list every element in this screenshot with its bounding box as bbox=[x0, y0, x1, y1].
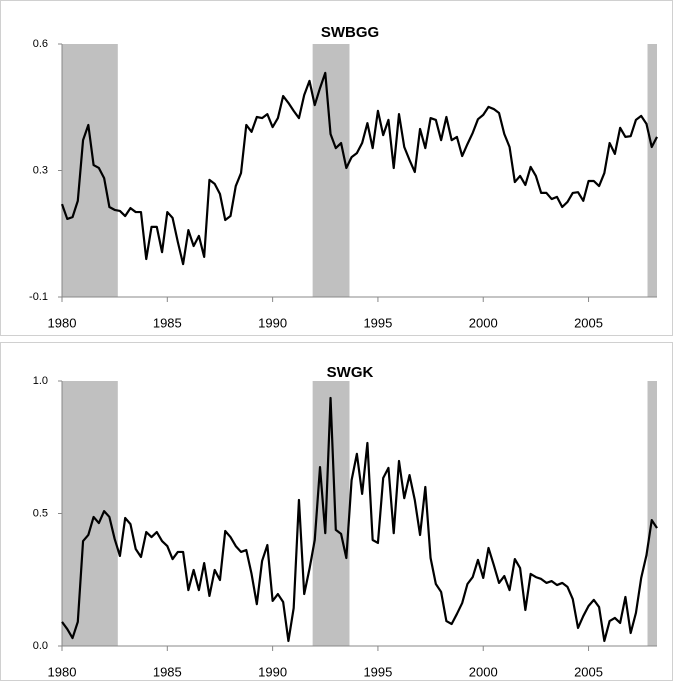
recession-band bbox=[62, 381, 118, 646]
recession-band bbox=[312, 44, 350, 297]
x-tick-label: 1980 bbox=[48, 664, 77, 679]
x-tick-label: 1990 bbox=[258, 315, 287, 330]
y-tick-label: 0.3 bbox=[33, 164, 48, 176]
y-tick-label: 0.0 bbox=[33, 640, 48, 652]
y-tick-label: 0.5 bbox=[33, 507, 48, 519]
chart-title: SWGK bbox=[327, 364, 374, 381]
x-tick-label: 2005 bbox=[574, 664, 603, 679]
x-tick-label: 1990 bbox=[258, 664, 287, 679]
data-line bbox=[61, 396, 658, 643]
recession-band bbox=[647, 381, 657, 646]
chart-title: SWBGG bbox=[321, 24, 379, 41]
recession-band bbox=[647, 44, 657, 297]
data-line bbox=[60, 71, 658, 266]
y-tick-label: -0.1 bbox=[29, 291, 48, 303]
x-tick-label: 1995 bbox=[363, 664, 392, 679]
x-tick-label: 1995 bbox=[363, 315, 392, 330]
y-tick-label: 0.6 bbox=[33, 38, 48, 50]
x-tick-label: 1980 bbox=[48, 315, 77, 330]
x-tick-label: 1985 bbox=[153, 315, 182, 330]
x-tick-label: 2000 bbox=[469, 315, 498, 330]
x-tick-label: 1985 bbox=[153, 664, 182, 679]
x-tick-label: 2000 bbox=[469, 664, 498, 679]
recession-band bbox=[62, 44, 118, 297]
x-tick-label: 2005 bbox=[574, 315, 603, 330]
y-tick-label: 1.0 bbox=[33, 375, 48, 387]
